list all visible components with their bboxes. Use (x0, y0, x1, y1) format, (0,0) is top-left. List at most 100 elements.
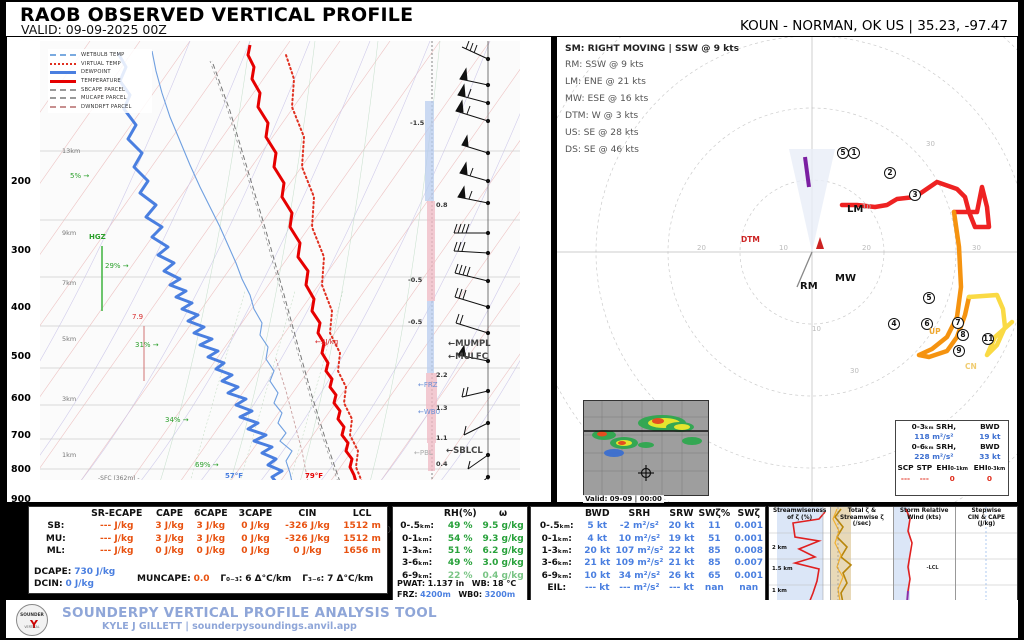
mini-title-srw: Storm Relative Wind (kts) (899, 508, 949, 521)
legend-label: VIRTUAL TEMP (81, 60, 121, 67)
ehi-0-1-value: 0 (949, 473, 955, 483)
height-label-3km: 3km (62, 395, 77, 403)
col-lcl: LCL (352, 508, 372, 519)
sblcl-label: ←SBLCL (446, 446, 483, 456)
hodo-marker-rm: RM (800, 281, 818, 292)
table-row: 0-.5ₖₘ: 5 kt -2 m²/s² 20 kt 11 0.001 (531, 520, 765, 532)
bwd-2: 20 kt (584, 545, 611, 556)
hodo-marker-lm: LM (847, 204, 864, 215)
lr03-value: 6 Δ°C/km (245, 574, 292, 584)
sb-3cape: 0 J/kg (241, 521, 270, 532)
dcape-label: DCAPE: (34, 567, 72, 577)
row-label-ml: ML: (46, 545, 65, 556)
pbl-label: ←PBL (414, 449, 433, 457)
table-row: ML: --- J/kg 0 J/kg 0 J/kg 0 J/kg 0 J/kg… (29, 545, 387, 557)
radar-valid-time: Valid: 09-09 | 00:00 (583, 495, 664, 503)
wb0-label: ←WB0 (418, 408, 441, 416)
col-bwd: BWD (584, 508, 610, 519)
legend-item: DWNDRFT PARCEL (50, 103, 150, 112)
pwat-label: PWAT: (397, 579, 426, 588)
hodo-point-8: 8 (957, 329, 969, 341)
hodo-point-4: 4 (888, 318, 900, 330)
swz-2: 0.008 (734, 545, 763, 556)
table-row: 3-6ₖₘ: 49 % 3.0 g/kg (393, 557, 527, 569)
hodo-point-3: 3 (909, 189, 921, 201)
omega-value-6: 1.1 (436, 434, 448, 442)
rh-annotation-0: 5% → (70, 172, 90, 180)
hodo-info-sm: SM: RIGHT MOVING | SSW @ 9 kts (565, 43, 740, 54)
rh-row-label-2: 1-3ₖₘ: (402, 545, 433, 556)
hodo-marker-cn: CN (965, 362, 977, 371)
cape-grid: SR-ECAPE CAPE 6CAPE 3CAPE CIN LCL SB: --… (29, 507, 387, 557)
pressure-tick-800: 800 (11, 464, 31, 475)
srh-3: 109 m²/s² (615, 558, 664, 569)
mixratio-value-0: 9.5 g/kg (482, 521, 524, 532)
hodo-marker-up: UP (929, 327, 941, 336)
radar-map (584, 401, 708, 495)
hodo-point-1: 1 (848, 147, 860, 159)
bwd-0-3-label: BWD (980, 421, 1000, 431)
pressure-tick-900: 900 (11, 494, 31, 505)
frz-label: ←FRZ (418, 381, 438, 389)
rh-annotation-4: 69% → (195, 461, 219, 469)
footer-title: SOUNDERPY VERTICAL PROFILE ANALYSIS TOOL (62, 605, 437, 621)
sfc-label: -SFC (362m) - (98, 475, 140, 480)
mixratio-value-1: 9.3 g/kg (482, 533, 524, 544)
swzp-0: 11 (708, 521, 721, 532)
mucape-swatch (50, 97, 76, 100)
lapse-rate-label: 7.9 (132, 313, 144, 321)
table-row: 0-1ₖₘ: 4 kt 10 m²/s² 19 kt 51 0.001 (531, 532, 765, 544)
sb-lcl: 1512 m (343, 521, 381, 532)
ml-6cape: 0 J/kg (196, 545, 226, 556)
dewpoint-swatch (50, 70, 76, 74)
bwd-eil: --- kt (584, 583, 610, 594)
hodograph-panel: SM: RIGHT MOVING | SSW @ 9 kts RM: SSW @… (556, 36, 1018, 503)
ring-label-10-right: 10 (862, 203, 871, 211)
hodo-info-dtm: DTM: W @ 3 kts (565, 110, 639, 121)
mini-title-stepwise: Stepwise CIN & CAPE (J/kg) (967, 508, 1006, 528)
legend-item: DEWPOINT (50, 68, 150, 77)
omega-value-7: 0.4 (436, 460, 448, 468)
srh-summary-box: 0-3ₖₘ SRH, BWD 118 m²/s² 19 kt 0-6ₖₘ SRH… (895, 420, 1009, 496)
table-row: 0-1ₖₘ: 54 % 9.3 g/kg (393, 532, 527, 544)
temperature-swatch (50, 79, 76, 83)
rh-annotation-3: 34% → (165, 416, 189, 424)
footer-subtitle: KYLE J GILLETT | sounderpysoundings.anvi… (102, 621, 357, 632)
srw-1: 19 kt (668, 533, 695, 544)
ring-label-30-top: 30 (926, 140, 935, 148)
logo-y-glyph: Y (30, 618, 38, 631)
srh-4: 34 m²/s² (618, 570, 661, 581)
legend-item: WETBULB TEMP (50, 51, 150, 60)
skewt-plot: WETBULB TEMP VIRTUAL TEMP DEWPOINT TEMPE… (40, 41, 547, 480)
bwd-0-3-value: 19 kt (979, 431, 1001, 441)
skewt-legend: WETBULB TEMP VIRTUAL TEMP DEWPOINT TEMPE… (48, 49, 152, 114)
height-label-7km: 7km (62, 279, 77, 287)
bwd-3: 21 kt (584, 558, 611, 569)
legend-item: TEMPERATURE (50, 77, 150, 86)
omega-value-0: -1.5 (410, 119, 425, 127)
sb-cin: -326 J/kg (285, 521, 330, 532)
mu-srecape: --- J/kg (99, 533, 134, 544)
lr36-value: 7 Δ°C/km (327, 574, 374, 584)
table-row: 6-9ₖₘ: 10 kt 34 m²/s² 26 kt 65 0.001 (531, 570, 765, 582)
mu-6cape: 3 J/kg (196, 533, 226, 544)
col-omega: ω (499, 508, 508, 519)
sbcape-swatch (50, 88, 76, 91)
legend-label: DEWPOINT (81, 69, 111, 76)
muncape-value: 0.0 (193, 574, 210, 584)
pressure-tick-1000: 1000 (8, 521, 35, 532)
ehi-0-3-label: EHI0-3km (973, 463, 1006, 473)
height-label-13km: 13km (62, 147, 81, 155)
shear-row-label-eil: EIL: (547, 583, 567, 594)
rh-row-label-4: 6-9ₖₘ: (402, 570, 433, 581)
mu-cin: -326 J/kg (285, 533, 330, 544)
srh-0-3-label: 0-3ₖₘ SRH, (911, 421, 957, 431)
swz-3: 0.007 (734, 558, 763, 569)
shear-row-label-1: 0-1ₖₘ: (541, 533, 572, 544)
hodo-info-rm: RM: SSW @ 9 kts (565, 59, 644, 70)
srh-2: 107 m²/s² (615, 545, 664, 556)
sb-cape: 3 J/kg (155, 521, 184, 532)
omega-value-3: -0.5 (408, 318, 423, 326)
radar-inset[interactable] (583, 400, 709, 496)
